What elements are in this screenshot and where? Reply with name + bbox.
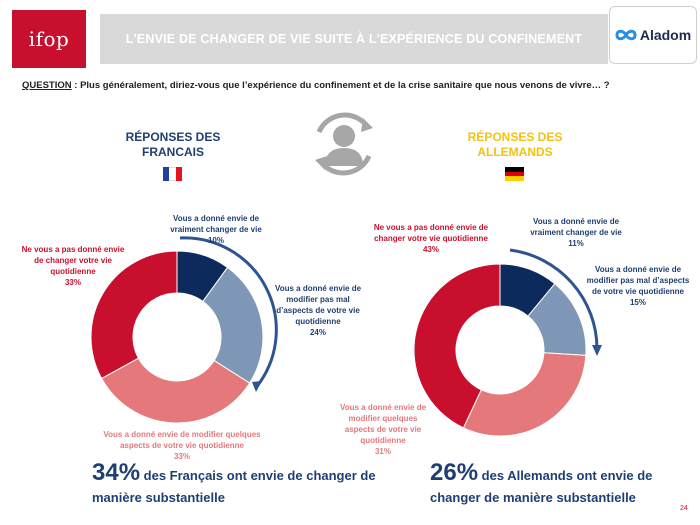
de-label-pas: Ne vous a pas donné envie de changer vot… <box>372 222 490 255</box>
germany-summary-number: 26% <box>430 459 479 486</box>
fr-label-quelques-text: Vous a donné envie de modifier quelques … <box>103 430 261 450</box>
germany-summary: 26% des Allemands ont envie de changer d… <box>430 459 670 509</box>
aladom-logo-text: Aladom <box>639 27 692 43</box>
de-pct-pasmal: 15% <box>629 298 646 307</box>
title-band: L'ENVIE DE CHANGER DE VIE SUITE À L'EXPÉ… <box>100 14 608 64</box>
germany-donut-slice-4 <box>413 263 501 429</box>
france-title: RÉPONSES DES FRANCAIS <box>108 130 238 160</box>
france-flag <box>163 167 182 181</box>
question-text: : Plus généralement, diriez-vous que l’e… <box>71 80 610 91</box>
france-summary-number: 34% <box>92 459 141 486</box>
de-pct-pas: 43% <box>422 245 439 254</box>
fr-pct-vraiment: 10% <box>207 236 224 245</box>
germany-flag <box>505 167 524 182</box>
de-label-quelques: Vous a donné envie de modifier quelques … <box>333 402 433 457</box>
fr-pct-pasmal: 24% <box>309 328 326 337</box>
fr-label-pasmal: Vous a donné envie de modifier pas mal d… <box>268 283 368 338</box>
france-donut-chart <box>90 250 264 424</box>
germany-donut-chart <box>413 263 587 437</box>
germany-arrowhead-icon <box>592 345 602 356</box>
france-title-line1: RÉPONSES DES <box>125 130 221 144</box>
france-summary-text: des Français ont envie de changer de man… <box>92 468 376 505</box>
france-donut-slice-3 <box>100 357 251 424</box>
germany-title-line2: ALLEMANDS <box>477 145 553 159</box>
fr-label-quelques: Vous a donné envie de modifier quelques … <box>96 429 268 462</box>
france-arrow <box>179 236 278 386</box>
germany-arrow <box>509 248 599 349</box>
ifop-logo-text: ifop <box>28 27 70 51</box>
de-label-vraiment-text: Vous a donné envie de vraiment changer d… <box>530 217 622 237</box>
page-title: L'ENVIE DE CHANGER DE VIE SUITE À L'EXPÉ… <box>125 32 583 46</box>
person-refresh-icon <box>315 112 373 176</box>
de-label-pasmal: Vous a donné envie de modifier pas mal d… <box>586 264 690 308</box>
de-pct-vraiment: 11% <box>568 239 584 248</box>
fr-label-pasmal-text: Vous a donné envie de modifier pas mal d… <box>274 284 362 326</box>
france-summary: 34% des Français ont envie de changer de… <box>92 459 382 509</box>
france-arrowhead-icon <box>252 381 262 392</box>
de-label-quelques-text: Vous a donné envie de modifier quelques … <box>339 403 427 445</box>
fr-label-pas: Ne vous a pas donné envie de changer vot… <box>16 244 130 288</box>
page-number: 24 <box>680 505 688 512</box>
fr-label-vraiment-text: Vous a donné envie de vraiment changer d… <box>170 214 262 234</box>
ifop-logo: ifop <box>12 10 86 68</box>
germany-donut-slice-3 <box>462 352 587 437</box>
germany-title: RÉPONSES DES ALLEMANDS <box>450 130 580 160</box>
aladom-infinity-icon <box>615 29 637 41</box>
germany-title-line1: RÉPONSES DES <box>467 130 563 144</box>
aladom-logo: Aladom <box>609 6 697 64</box>
de-label-pas-text: Ne vous a pas donné envie de changer vot… <box>373 223 489 243</box>
question: QUESTION : Plus généralement, diriez-vou… <box>22 80 692 91</box>
de-label-pasmal-text: Vous a donné envie de modifier pas mal d… <box>586 265 690 296</box>
fr-label-pas-text: Ne vous a pas donné envie de changer vot… <box>21 245 125 276</box>
de-label-vraiment: Vous a donné envie de vraiment changer d… <box>522 216 630 249</box>
de-pct-quelques: 31% <box>374 447 391 456</box>
france-donut-slice-4 <box>90 250 178 380</box>
fr-label-vraiment: Vous a donné envie de vraiment changer d… <box>160 213 272 246</box>
fr-pct-quelques: 33% <box>173 452 190 461</box>
question-label: QUESTION <box>22 80 72 91</box>
france-title-line2: FRANCAIS <box>142 145 204 159</box>
germany-summary-text: des Allemands ont envie de changer de ma… <box>430 468 653 505</box>
fr-pct-pas: 33% <box>64 278 81 287</box>
